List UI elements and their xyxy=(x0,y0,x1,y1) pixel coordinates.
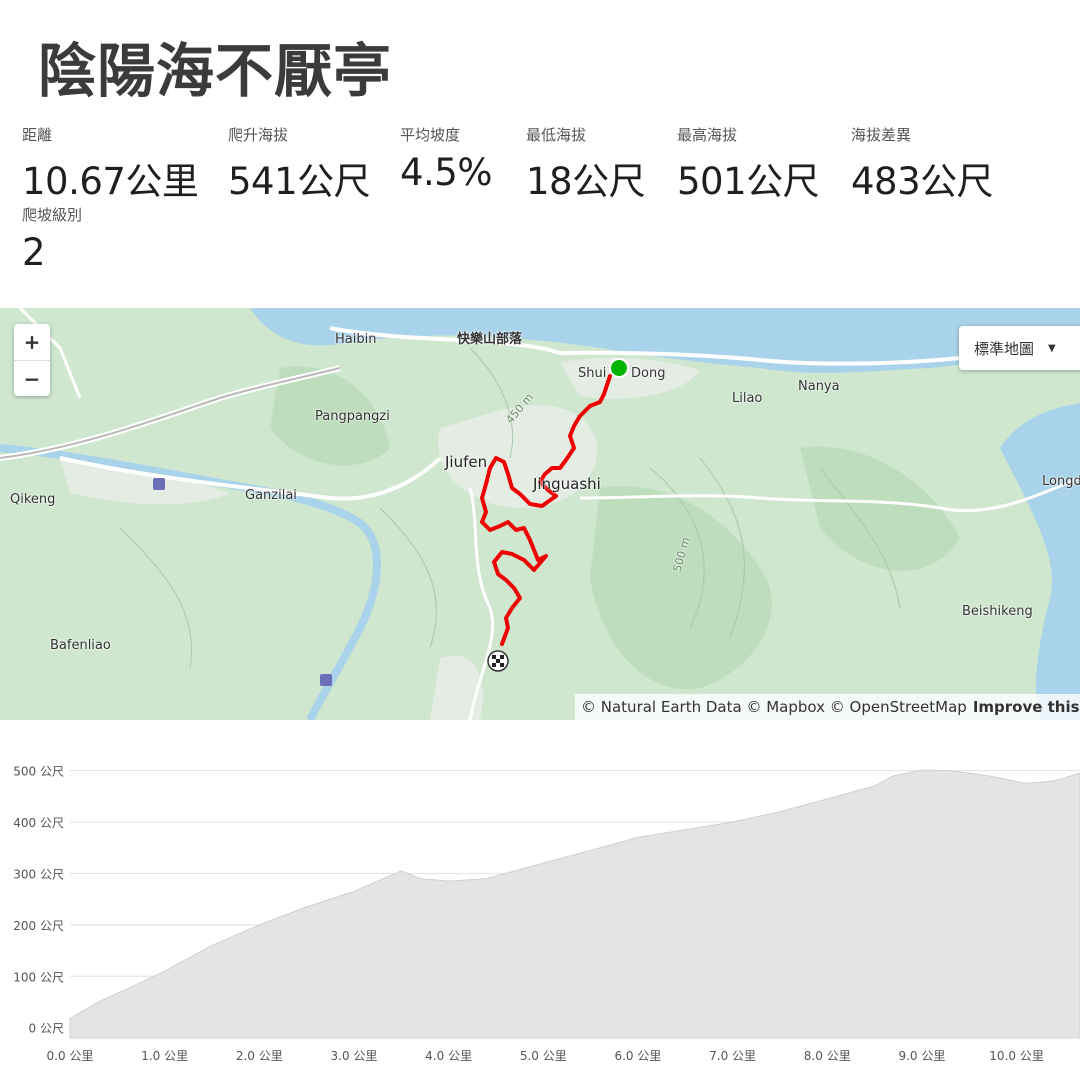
map-urban-area xyxy=(560,357,700,399)
x-tick-label: 6.0 公里 xyxy=(614,1049,661,1063)
stat-label: 平均坡度 xyxy=(400,126,461,144)
stat-label: 海拔差異 xyxy=(851,126,912,144)
stat-climb-category: 爬坡級別 2 xyxy=(22,204,82,274)
stat-value: 501公尺 xyxy=(677,160,820,203)
map-label-haibin: Haibin xyxy=(335,332,377,347)
x-tick-label: 0.0 公里 xyxy=(47,1049,94,1063)
map-style-label: 標準地圖 xyxy=(974,339,1035,358)
stat-label: 最低海拔 xyxy=(526,126,587,144)
map-style-dropdown[interactable]: 標準地圖 ▼ xyxy=(959,326,1080,370)
map-label-dong: Dong xyxy=(631,366,666,381)
map-roads xyxy=(0,308,1080,720)
route-finish-marker xyxy=(487,650,509,672)
x-tick-label: 3.0 公里 xyxy=(331,1049,378,1063)
stat-label: 最高海拔 xyxy=(677,126,738,144)
route-line xyxy=(480,374,612,646)
map-label-jiufen: Jiufen xyxy=(445,453,488,471)
map-label-kuaileshan: 快樂山部落 xyxy=(457,332,523,347)
stat-lowest-elevation: 最低海拔 18公尺 xyxy=(526,124,646,205)
route-map[interactable]: Haibin 快樂山部落 Shui Dong Nanya Lilao Pangp… xyxy=(0,308,1080,720)
map-terrain xyxy=(590,486,772,690)
x-tick-label: 10.0 公里 xyxy=(989,1049,1044,1063)
map-terrain xyxy=(270,366,390,466)
elevation-profile-chart: 500 公尺 400 公尺 300 公尺 200 公尺 100 公尺 0 公尺 0.0 公… xyxy=(0,740,1080,1080)
attribution-text: © Natural Earth Data © Mapbox © OpenStre… xyxy=(581,698,967,716)
stat-value: 18公尺 xyxy=(526,160,646,203)
map-label-longd: Longd xyxy=(1042,474,1080,489)
map-canvas xyxy=(0,308,1080,720)
y-tick-label: 100 公尺 xyxy=(13,970,64,984)
map-terrain xyxy=(800,446,960,571)
y-tick-label: 0 公尺 xyxy=(29,1022,64,1036)
stat-value: 10.67公里 xyxy=(22,160,199,203)
map-sea-east xyxy=(1000,403,1080,720)
map-label-nanya: Nanya xyxy=(798,379,840,394)
route-start-marker xyxy=(609,358,629,378)
map-label-lilao: Lilao xyxy=(732,391,763,406)
map-urban-area xyxy=(430,655,483,720)
map-sea xyxy=(250,308,1080,373)
elevation-chart-svg: 500 公尺 400 公尺 300 公尺 200 公尺 100 公尺 0 公尺 0.0 公… xyxy=(13,765,1080,1063)
stat-value: 483公尺 xyxy=(851,160,994,203)
map-attribution: © Natural Earth Data © Mapbox © OpenStre… xyxy=(575,694,1080,720)
map-contours xyxy=(119,347,901,669)
chevron-down-icon: ▼ xyxy=(1048,342,1056,354)
stat-elevation-difference: 海拔差異 483公尺 xyxy=(851,124,994,205)
map-label-bafenliao: Bafenliao xyxy=(50,638,111,653)
stat-value: 541公尺 xyxy=(228,160,371,203)
stat-value: 4.5% xyxy=(400,151,493,194)
x-tick-label: 5.0 公里 xyxy=(520,1049,567,1063)
y-tick-label: 200 公尺 xyxy=(13,919,64,933)
map-label-jinguashi: Jinguashi xyxy=(533,475,601,493)
stat-label: 爬坡級別 xyxy=(22,206,83,224)
map-urban-area xyxy=(60,458,230,505)
metro-station-icon xyxy=(320,674,332,686)
y-tick-label: 500 公尺 xyxy=(13,765,64,779)
y-tick-label: 400 公尺 xyxy=(13,816,64,830)
stat-label: 爬升海拔 xyxy=(228,126,289,144)
stat-value: 2 xyxy=(22,231,46,274)
zoom-control: + − xyxy=(14,324,50,396)
map-label-qikeng: Qikeng xyxy=(10,492,56,507)
map-label-shui: Shui xyxy=(578,366,607,381)
stat-label: 距離 xyxy=(22,126,53,144)
x-tick-label: 4.0 公里 xyxy=(425,1049,472,1063)
stat-highest-elevation: 最高海拔 501公尺 xyxy=(677,124,820,205)
stat-elevation-gain: 爬升海拔 541公尺 xyxy=(228,124,371,205)
map-river xyxy=(0,444,381,720)
x-tick-label: 8.0 公里 xyxy=(804,1049,851,1063)
y-tick-label: 300 公尺 xyxy=(13,867,64,881)
x-tick-label: 7.0 公里 xyxy=(709,1049,756,1063)
stat-distance: 距離 10.67公里 xyxy=(22,124,199,205)
map-label-pangpangzi: Pangpangzi xyxy=(315,409,390,424)
map-label-ganzilai: Ganzilai xyxy=(245,488,297,503)
improve-map-link[interactable]: Improve this ma xyxy=(972,698,1080,716)
metro-station-icon xyxy=(153,478,165,490)
zoom-in-button[interactable]: + xyxy=(23,330,41,354)
page-title: 陰陽海不厭亭 xyxy=(38,37,393,105)
stat-average-grade: 平均坡度 4.5% xyxy=(400,124,493,194)
elevation-area xyxy=(69,769,1080,1039)
zoom-out-button[interactable]: − xyxy=(14,360,50,397)
x-tick-label: 1.0 公里 xyxy=(141,1049,188,1063)
map-urban-area xyxy=(438,405,598,508)
x-tick-label: 9.0 公里 xyxy=(898,1049,945,1063)
x-tick-label: 2.0 公里 xyxy=(236,1049,283,1063)
map-label-beishikeng: Beishikeng xyxy=(962,604,1033,619)
